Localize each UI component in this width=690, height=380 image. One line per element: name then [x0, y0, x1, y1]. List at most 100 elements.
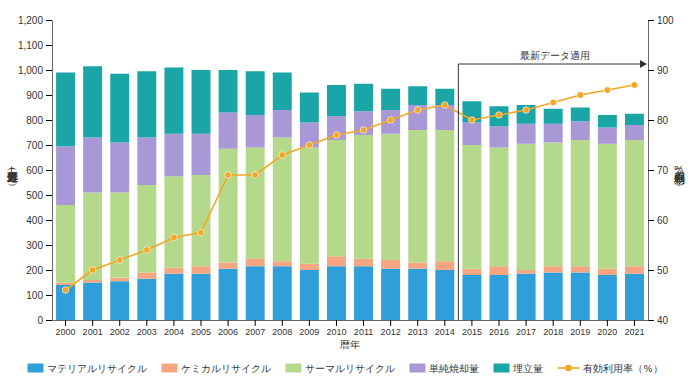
tick-mark	[46, 270, 52, 271]
bar	[164, 274, 183, 320]
bar	[435, 270, 454, 320]
bar	[192, 134, 211, 175]
bar	[137, 185, 156, 273]
tick-mark	[173, 320, 174, 326]
legend-label: 有効利用率（%）	[583, 363, 662, 374]
bar	[110, 281, 129, 320]
y2-axis-title: 有効利用率（%）	[672, 164, 685, 186]
marker	[469, 117, 476, 124]
tick-mark	[607, 320, 608, 326]
bar	[435, 130, 454, 261]
chart: 01002003004005006007008009001,0001,1001,…	[0, 0, 690, 380]
tick: 2020	[597, 320, 617, 337]
bar	[517, 274, 536, 320]
tick: 300	[26, 240, 52, 251]
tick: 2008	[272, 320, 292, 337]
tick-label: 2007	[245, 327, 265, 337]
tick-label: 2006	[218, 327, 238, 337]
legend-swatch	[161, 364, 177, 373]
tick: 1,000	[18, 65, 52, 76]
tick: 800	[26, 115, 52, 126]
bar	[327, 116, 346, 140]
bar	[598, 275, 617, 320]
tick-mark	[471, 320, 472, 326]
tick: 600	[26, 165, 52, 176]
annotation-text: 最新データ適用	[520, 50, 590, 61]
annotation-arrow	[458, 64, 642, 65]
bar	[137, 279, 156, 320]
tick-label: 800	[26, 115, 43, 126]
tick-mark	[46, 70, 52, 71]
marker	[604, 87, 611, 94]
tick: 2016	[489, 320, 509, 337]
bar	[273, 138, 292, 262]
marker	[116, 257, 123, 264]
tick-label: 2011	[354, 327, 373, 337]
marker	[631, 82, 638, 89]
tick-mark	[46, 170, 52, 171]
legend-label: 単純焼却量	[429, 363, 479, 374]
bar	[327, 140, 346, 256]
bar	[219, 269, 238, 320]
legend-marker	[565, 365, 572, 372]
bar	[598, 128, 617, 144]
bar	[625, 274, 644, 320]
marker	[387, 117, 394, 124]
bar	[381, 260, 400, 269]
tick: 2000	[56, 320, 76, 337]
tick-mark	[648, 170, 654, 171]
bar	[56, 73, 75, 147]
marker	[279, 152, 286, 159]
bar	[192, 175, 211, 266]
marker	[252, 172, 259, 179]
legend: マテリアルリサイクルケミカルリサイクルサーマルリサイクル単純焼却量埋立量有効利用…	[27, 363, 662, 374]
annotation-line	[458, 64, 459, 320]
tick-mark	[390, 320, 391, 326]
bar	[490, 148, 509, 267]
bar	[83, 283, 102, 321]
tick-mark	[648, 320, 654, 321]
bar	[435, 261, 454, 270]
tick-label: 2003	[137, 327, 157, 337]
tick-mark	[46, 320, 52, 321]
tick-mark	[417, 320, 418, 326]
tick: 40	[648, 315, 669, 326]
tick-label: 700	[26, 140, 43, 151]
tick: 1,100	[18, 40, 52, 51]
bar	[598, 144, 617, 269]
tick-mark	[309, 320, 310, 326]
bar	[381, 89, 400, 110]
bar	[192, 274, 211, 320]
bar	[219, 263, 238, 269]
tick-label: 50	[657, 265, 669, 276]
bar	[598, 269, 617, 275]
tick-mark	[92, 320, 93, 326]
bar	[300, 270, 319, 320]
bar	[273, 73, 292, 111]
tick-mark	[526, 320, 527, 326]
tick-label: 2021	[624, 327, 644, 337]
bar	[544, 273, 563, 321]
bar	[625, 125, 644, 140]
marker	[496, 112, 503, 119]
tick: 0	[37, 315, 52, 326]
bar	[462, 275, 481, 320]
marker	[523, 107, 530, 114]
tick: 2009	[299, 320, 319, 337]
bar	[571, 140, 590, 266]
tick-label: 0	[37, 315, 43, 326]
bar	[354, 259, 373, 267]
bar	[192, 70, 211, 134]
bar	[408, 86, 427, 105]
tick-mark	[648, 70, 654, 71]
bar	[571, 273, 590, 321]
bar	[598, 115, 617, 128]
legend-item: マテリアルリサイクル	[27, 363, 147, 374]
tick: 2012	[381, 320, 401, 337]
bar	[137, 138, 156, 186]
bar	[164, 176, 183, 267]
tick-label: 2009	[299, 327, 319, 337]
bar	[300, 93, 319, 123]
bar	[164, 134, 183, 177]
tick: 100	[26, 290, 52, 301]
